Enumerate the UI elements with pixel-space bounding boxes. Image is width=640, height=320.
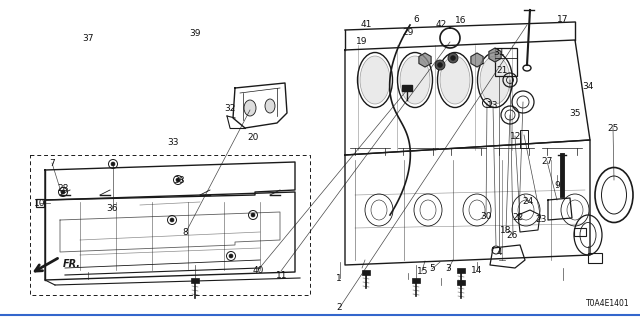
Text: 7: 7 xyxy=(50,159,55,168)
Text: 1: 1 xyxy=(337,274,342,283)
Text: 38: 38 xyxy=(173,176,185,185)
Text: 21: 21 xyxy=(497,66,508,75)
Text: 5: 5 xyxy=(429,264,435,273)
Text: 31: 31 xyxy=(493,48,505,57)
Text: 10: 10 xyxy=(34,199,45,208)
Polygon shape xyxy=(471,53,483,67)
Text: 27: 27 xyxy=(541,157,553,166)
Text: 37: 37 xyxy=(83,34,94,43)
Text: 24: 24 xyxy=(522,197,534,206)
Text: 9: 9 xyxy=(554,181,559,190)
Polygon shape xyxy=(419,53,431,67)
Text: 28: 28 xyxy=(57,184,68,193)
Text: 20: 20 xyxy=(247,133,259,142)
Text: 16: 16 xyxy=(455,16,467,25)
Ellipse shape xyxy=(170,218,174,222)
Text: 2: 2 xyxy=(337,303,342,312)
Bar xyxy=(36,199,44,207)
Text: 11: 11 xyxy=(276,271,287,280)
Text: 41: 41 xyxy=(360,20,372,28)
Ellipse shape xyxy=(111,162,115,166)
Text: 36: 36 xyxy=(106,204,118,212)
Text: 29: 29 xyxy=(403,28,414,37)
Text: 42: 42 xyxy=(436,20,447,28)
Bar xyxy=(457,280,465,285)
Text: 12: 12 xyxy=(509,132,521,140)
Bar xyxy=(495,48,517,76)
Text: 13: 13 xyxy=(487,101,499,110)
Ellipse shape xyxy=(435,60,445,70)
Text: 8: 8 xyxy=(183,228,188,236)
Ellipse shape xyxy=(438,62,442,68)
Text: FR.: FR. xyxy=(63,259,81,269)
Text: 22: 22 xyxy=(513,213,524,222)
Text: 40: 40 xyxy=(252,266,264,275)
Text: 33: 33 xyxy=(167,138,179,147)
Bar xyxy=(362,270,370,275)
Ellipse shape xyxy=(251,213,255,217)
Text: 4: 4 xyxy=(497,248,502,257)
Bar xyxy=(574,228,586,236)
Bar xyxy=(457,268,465,273)
Text: T0A4E1401: T0A4E1401 xyxy=(586,299,630,308)
Ellipse shape xyxy=(360,56,390,104)
Bar xyxy=(191,278,199,283)
Bar xyxy=(520,130,528,148)
Text: 39: 39 xyxy=(189,29,201,38)
Bar xyxy=(402,85,412,91)
Ellipse shape xyxy=(61,190,65,194)
Text: 23: 23 xyxy=(535,215,547,224)
Text: 6: 6 xyxy=(413,15,419,24)
Text: 17: 17 xyxy=(557,15,569,24)
Text: 34: 34 xyxy=(582,82,593,91)
Text: 18: 18 xyxy=(500,226,511,235)
Ellipse shape xyxy=(229,254,233,258)
Bar xyxy=(412,278,420,283)
Text: 19: 19 xyxy=(356,37,367,46)
Polygon shape xyxy=(489,48,501,62)
Ellipse shape xyxy=(265,99,275,113)
Text: 3: 3 xyxy=(445,264,451,273)
Ellipse shape xyxy=(400,56,430,104)
Ellipse shape xyxy=(176,178,180,182)
Bar xyxy=(588,253,602,263)
Ellipse shape xyxy=(448,53,458,63)
Text: 32: 32 xyxy=(225,104,236,113)
Text: 14: 14 xyxy=(471,266,483,275)
Text: 25: 25 xyxy=(607,124,619,132)
Ellipse shape xyxy=(244,100,256,116)
Ellipse shape xyxy=(480,56,510,104)
Ellipse shape xyxy=(451,55,456,60)
Text: 35: 35 xyxy=(569,109,580,118)
Text: 26: 26 xyxy=(506,231,518,240)
Text: 15: 15 xyxy=(417,268,428,276)
Ellipse shape xyxy=(440,56,470,104)
Text: 30: 30 xyxy=(481,212,492,221)
